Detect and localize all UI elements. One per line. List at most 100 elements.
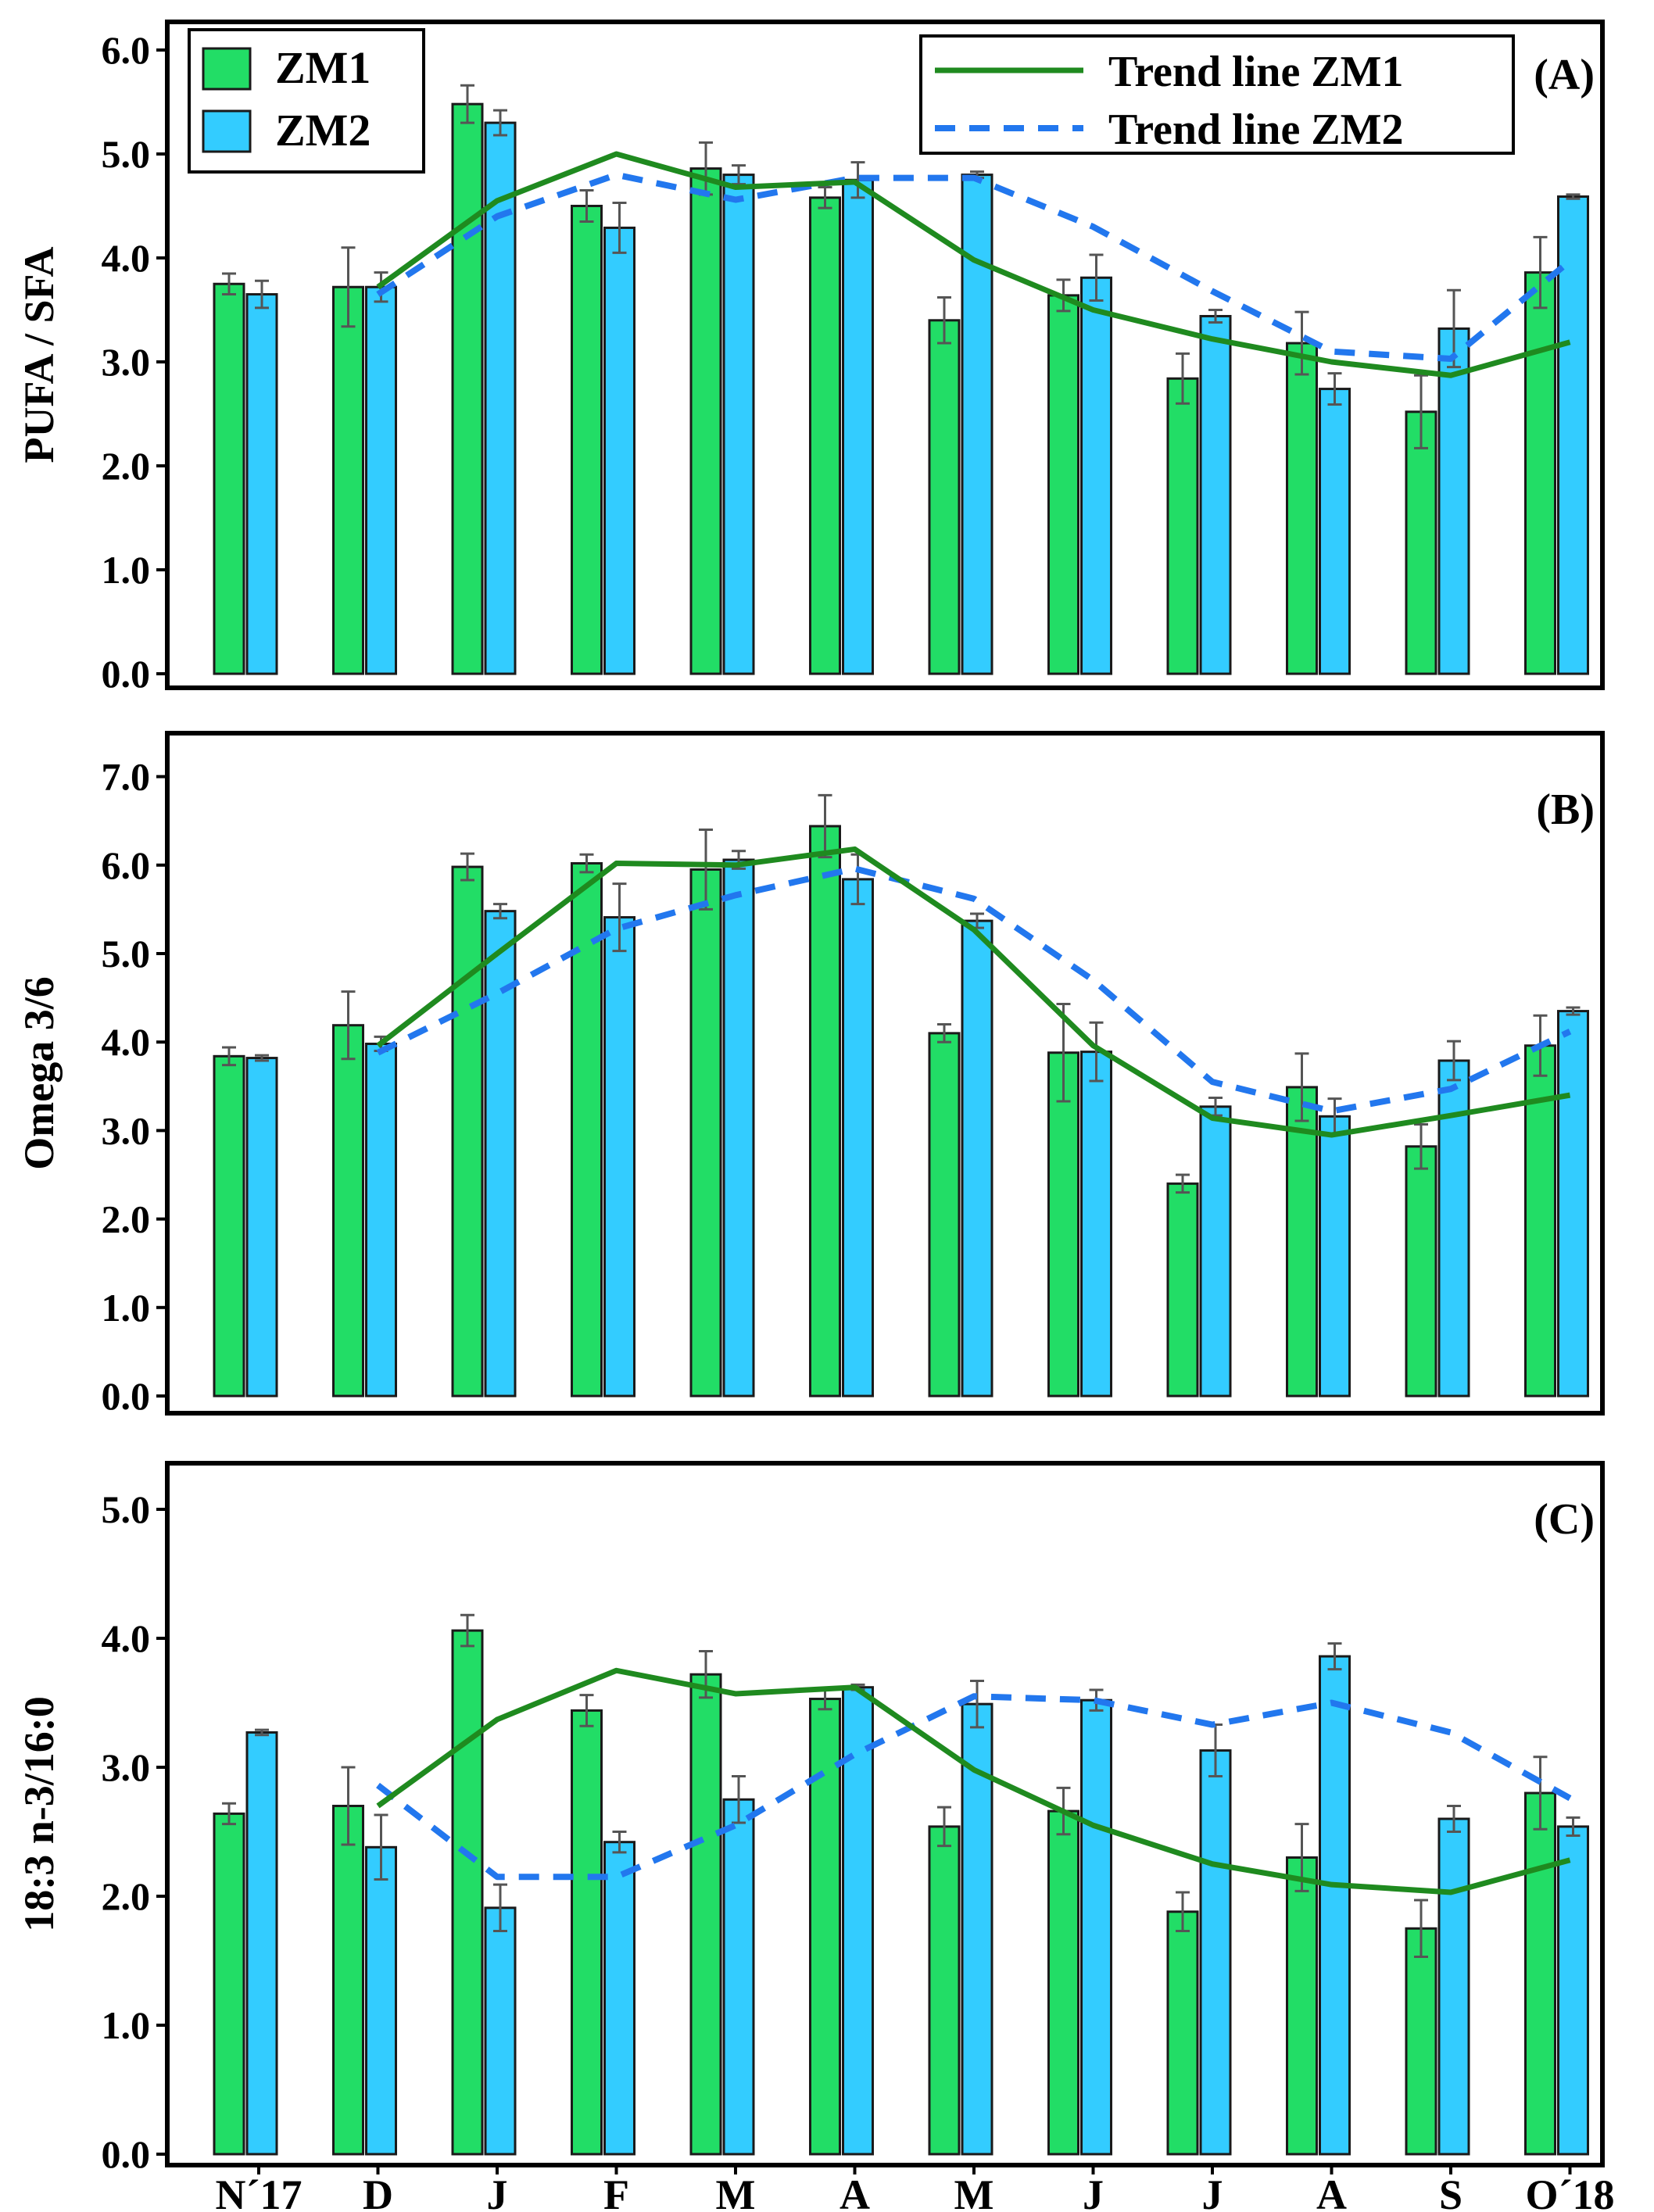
plot-frame	[165, 1461, 1605, 2167]
zm1-bar	[332, 1024, 364, 1398]
zm2-bar	[1319, 388, 1351, 675]
zm1-bar	[1047, 1051, 1079, 1398]
zm1-bar	[1286, 1856, 1318, 2156]
plot-frame	[165, 731, 1605, 1416]
zm1-bar	[809, 196, 841, 675]
x-tick-label: J	[1202, 2171, 1223, 2212]
zm1-bar	[332, 285, 364, 675]
zm1-bar	[689, 1673, 722, 2156]
zm1-bar	[213, 282, 245, 675]
zm1-bar	[571, 862, 603, 1398]
y-tick-label: 2.0	[102, 444, 151, 488]
trend-line-zm1	[376, 846, 1571, 1138]
zm1-bar	[1524, 271, 1556, 675]
zm2-bar	[1557, 1010, 1589, 1398]
zm2-bar	[245, 1057, 278, 1398]
y-tick-label: 5.0	[102, 1487, 151, 1531]
zm1-bar	[1166, 1910, 1199, 2156]
y-tick-label: 2.0	[102, 1197, 151, 1241]
zm2-bar	[365, 285, 397, 675]
y-axis-label: PUFA / SFA	[16, 247, 63, 464]
x-tick-label: S	[1439, 2171, 1462, 2212]
y-tick-label: 3.0	[102, 1108, 151, 1152]
panel-label: (B)	[1536, 786, 1595, 834]
x-tick-label: A	[840, 2171, 870, 2212]
y-tick-label: 5.0	[102, 132, 151, 176]
zm1-bar	[928, 319, 961, 675]
y-tick-label: 0.0	[102, 1374, 151, 1418]
zm2-bar	[603, 916, 635, 1398]
zm2-bar	[245, 293, 278, 675]
zm2-bar	[961, 919, 993, 1398]
x-axis-labels: N´17 D J F M A M J J A S O´18	[216, 2165, 1615, 2212]
y-tick-label: 1.0	[102, 1286, 151, 1330]
zm1-bar	[571, 205, 603, 675]
legend-label-trend-zm1: Trend line ZM1	[1108, 48, 1404, 96]
zm2-bar	[1199, 1749, 1232, 2156]
zm1-bar	[213, 1812, 245, 2156]
y-tick-label: 1.0	[102, 548, 151, 592]
y-tick-label: 6.0	[102, 843, 151, 887]
zm1-bar	[451, 865, 484, 1398]
zm1-bar	[1286, 1086, 1318, 1398]
zm2-bar	[603, 226, 635, 675]
zm1-bar	[689, 868, 722, 1398]
x-tick-label: N´17	[216, 2171, 303, 2212]
panel-label: (A)	[1534, 51, 1595, 99]
y-tick-label: 5.0	[102, 932, 151, 975]
zm2-bar	[1199, 1105, 1232, 1398]
zm2-bar	[603, 1841, 635, 2156]
zm1-bar	[571, 1709, 603, 2156]
zm1-bar	[1047, 1809, 1079, 2156]
zm1-bar	[1405, 1145, 1437, 1398]
zm2-bar	[1557, 1825, 1589, 2156]
zm1-bar	[1166, 377, 1199, 675]
x-tick-label: M	[716, 2171, 756, 2212]
trend-line-zm2	[376, 1693, 1572, 1881]
zm1-bar	[1047, 294, 1079, 675]
y-tick-label: 2.0	[102, 1874, 151, 1918]
legend-label-zm1: ZM1	[275, 42, 371, 93]
panel-label: (C)	[1534, 1495, 1595, 1544]
zm1-bar	[1405, 1927, 1437, 2156]
y-tick-label: 0.0	[102, 2132, 151, 2176]
zm1-bar	[451, 102, 484, 675]
zm2-bar	[1319, 1115, 1351, 1398]
zm1-bar	[1524, 1791, 1556, 2156]
zm2-bar	[1437, 1817, 1470, 2156]
x-tick-label: J	[487, 2171, 508, 2212]
trend-line-zm1	[376, 1667, 1571, 1895]
legend-lines: Trend line ZM1 Trend line ZM2	[919, 34, 1515, 155]
zm2-bar	[842, 178, 874, 675]
line-legend-box	[919, 34, 1515, 155]
zm2-bar	[245, 1731, 278, 2156]
zm1-bar	[928, 1032, 961, 1398]
zm1-bar	[928, 1825, 961, 2156]
trend-line-zm2	[376, 865, 1572, 1115]
zm1-bar	[213, 1054, 245, 1398]
y-tick-label: 3.0	[102, 340, 151, 384]
plot-frame	[165, 20, 1605, 690]
x-tick-label: A	[1316, 2171, 1347, 2212]
zm2-bar	[1199, 314, 1232, 675]
zm2-bar	[1557, 195, 1589, 675]
panel-c: 0.0 1.0 2.0 3.0 4.0 5.0 18:3 n-3/16:0 (C)	[16, 1461, 1605, 2176]
y-tick-label: 3.0	[102, 1745, 151, 1789]
legend-swatch-zm1	[202, 47, 252, 91]
y-tick-label: 7.0	[102, 755, 151, 799]
zm2-bar	[722, 1798, 755, 2156]
panel-b: 0.0 1.0 2.0 3.0 4.0 5.0 6.0 7.0 Omega 3/6 (B)	[16, 731, 1605, 1418]
x-tick-label: M	[954, 2171, 994, 2212]
zm1-bar	[332, 1805, 364, 2156]
legend-swatch-zm2	[202, 109, 252, 153]
legend-label-zm2: ZM2	[275, 105, 371, 156]
zm1-bar	[809, 825, 841, 1398]
x-tick-label: D	[363, 2171, 393, 2212]
zm2-bar	[722, 174, 755, 675]
zm2-bar	[842, 1686, 874, 2156]
y-tick-label: 4.0	[102, 236, 151, 280]
zm1-bar	[1166, 1182, 1199, 1398]
zm2-bar	[961, 174, 993, 675]
